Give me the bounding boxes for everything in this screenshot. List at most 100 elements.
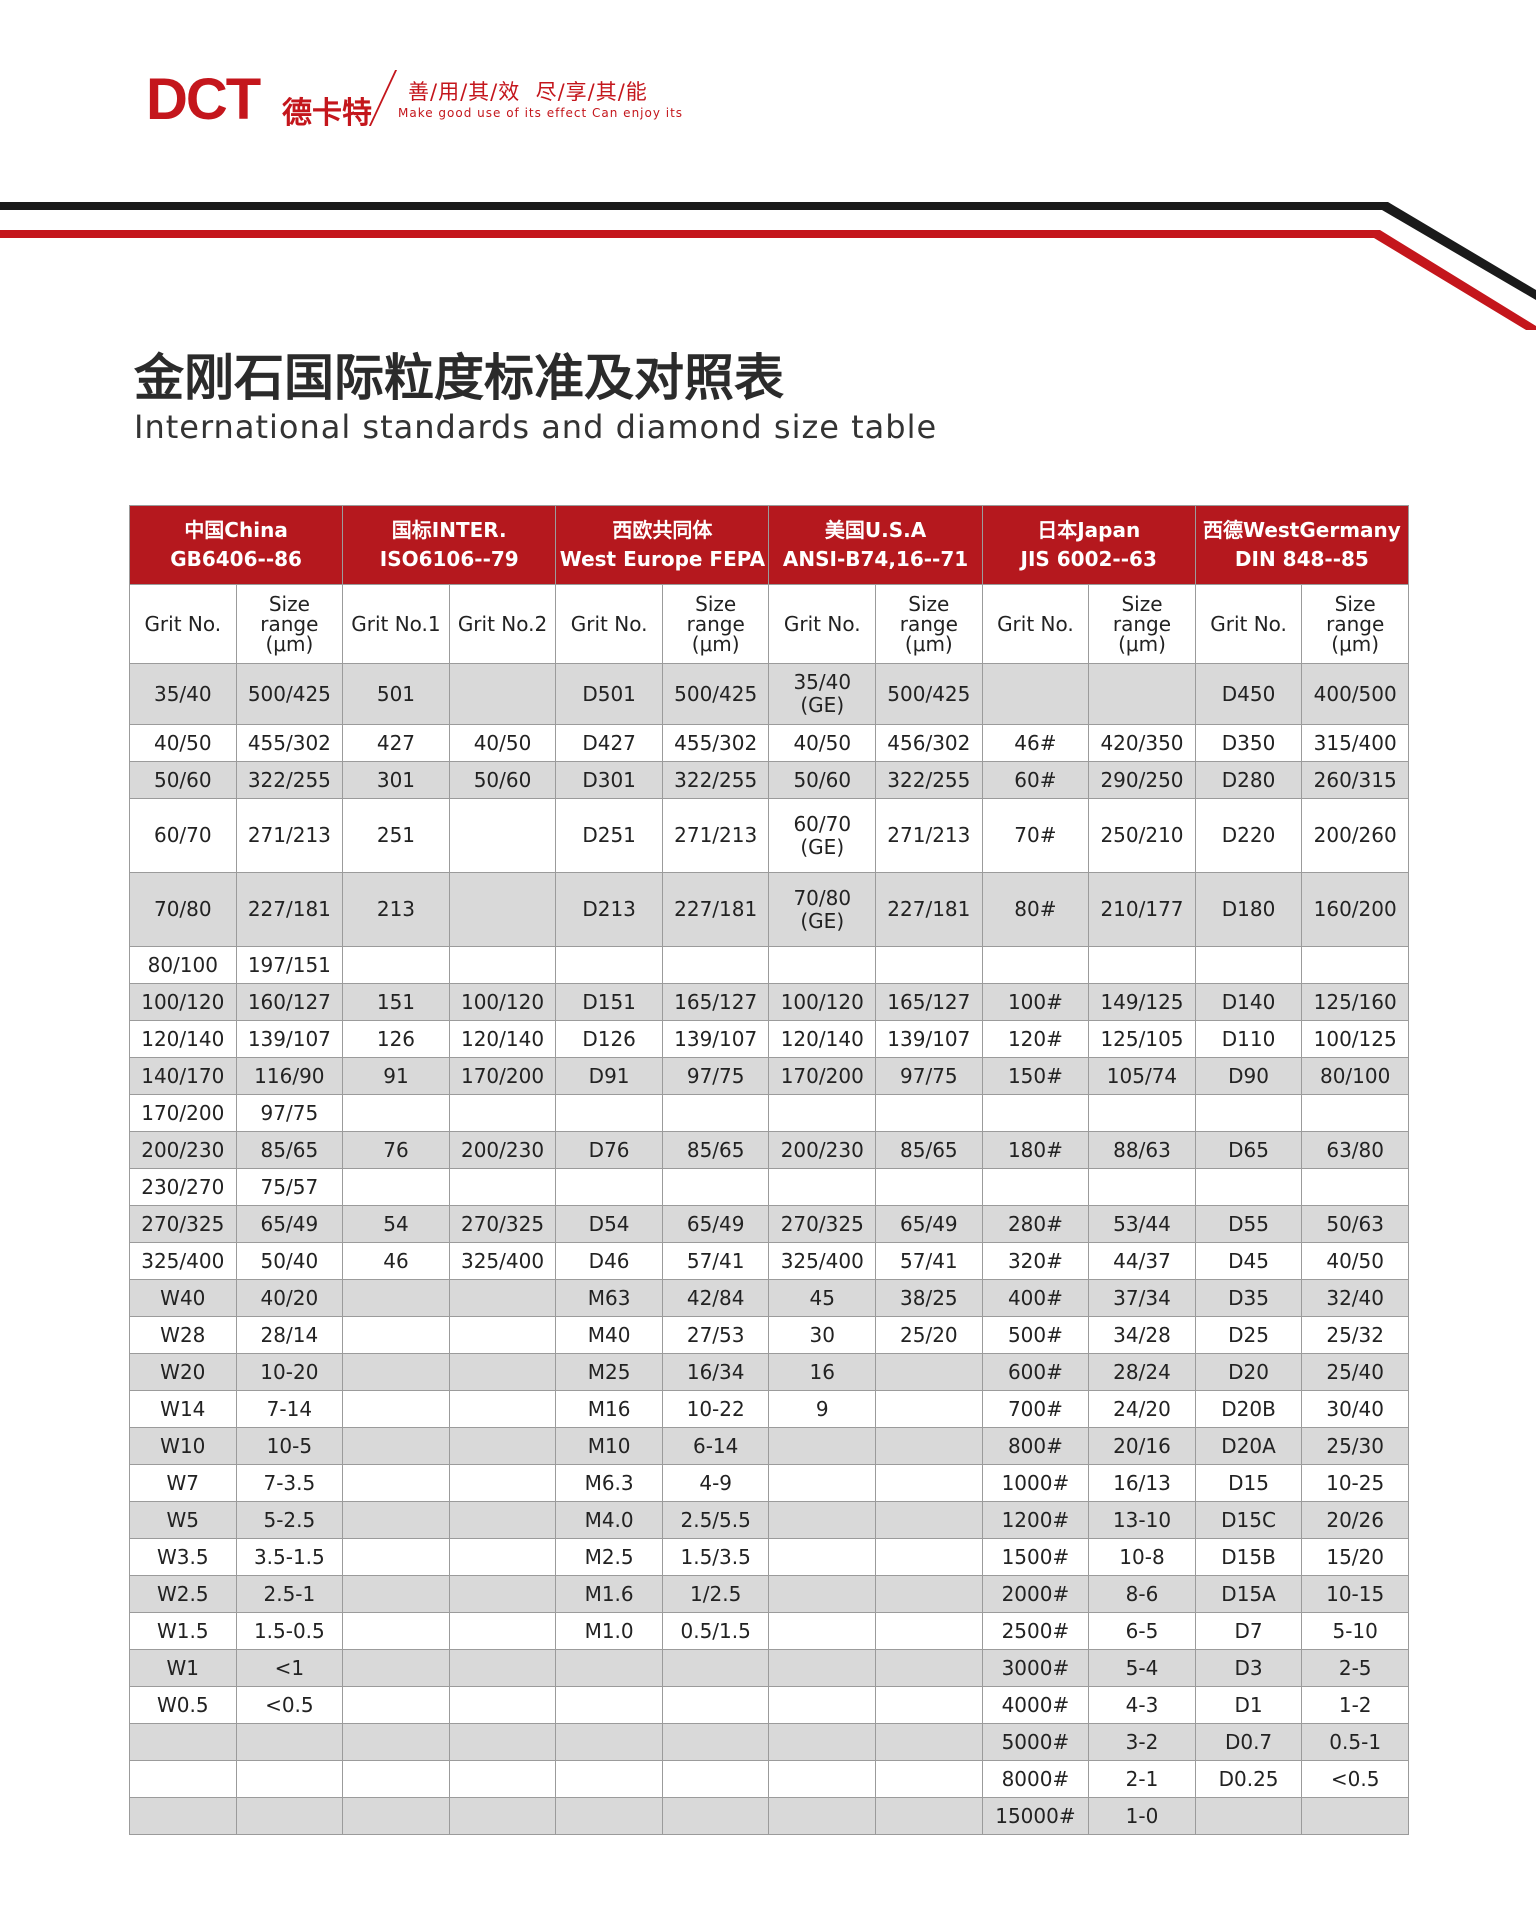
cell [768, 1649, 877, 1687]
cell [448, 1390, 557, 1428]
cell: M1.0 [555, 1612, 663, 1650]
cell: 9 [768, 1390, 877, 1428]
group-header: 国标INTER. ISO6106--79 [342, 505, 557, 585]
cell: D3 [1194, 1649, 1303, 1687]
subheader-row: Grit No. Size range (μm) Grit No.1 Grit No.… [129, 584, 1409, 664]
cell: D7 [1194, 1612, 1303, 1650]
cell: D0.25 [1194, 1760, 1303, 1798]
cell: 70/80 [129, 872, 237, 947]
cell: 315/400 [1301, 724, 1409, 762]
cell: 16/34 [661, 1353, 770, 1391]
cell: D90 [1194, 1057, 1303, 1095]
group-name: 美国U.S.A [824, 518, 927, 542]
cell: D25 [1194, 1316, 1303, 1354]
cell [448, 1723, 557, 1761]
cell: 54 [342, 1205, 450, 1243]
cell: 2-5 [1301, 1649, 1409, 1687]
cell [875, 1686, 983, 1724]
cell [555, 1723, 663, 1761]
cell: 4000# [981, 1686, 1090, 1724]
cell: 10-8 [1088, 1538, 1196, 1576]
cell: 170/200 [448, 1057, 557, 1095]
group-standard: West Europe FEPA [559, 547, 766, 571]
cell: 260/315 [1301, 761, 1409, 799]
cell: 120/140 [448, 1020, 557, 1058]
cell: 105/74 [1088, 1057, 1196, 1095]
brand: 德卡特 [282, 96, 372, 131]
cell: 2.5-1 [235, 1575, 344, 1613]
cell: 28/24 [1088, 1353, 1196, 1391]
cell: 88/63 [1088, 1131, 1196, 1169]
cell: 5-4 [1088, 1649, 1196, 1687]
cell [661, 1686, 770, 1724]
cell: 80/100 [1301, 1057, 1409, 1095]
cell: 97/75 [661, 1057, 770, 1095]
cell [448, 663, 557, 725]
cell: W7 [129, 1464, 237, 1502]
cell [768, 1760, 877, 1798]
table-row: 170/200 97/75 [129, 1094, 1409, 1132]
cell: 116/90 [235, 1057, 344, 1095]
table-row: 100/120 160/127 151 100/120 D151 165/127 100/1… [129, 983, 1409, 1021]
cell: 60/70 (GE) [768, 798, 877, 873]
cell [768, 1797, 877, 1835]
cell [555, 1797, 663, 1835]
group-name: 国标INTER. [391, 518, 507, 542]
cell [448, 946, 557, 984]
table-row: W0.5 <0.5 4000# 4-3 D1 1-2 [129, 1686, 1409, 1724]
cell [448, 1538, 557, 1576]
cell: 271/213 [661, 798, 770, 873]
cell: M1.6 [555, 1575, 663, 1613]
cell: 270/325 [768, 1205, 877, 1243]
table-row: 50/60 322/255 301 50/60 D301 322/255 50/60 322/… [129, 761, 1409, 799]
cell: 45 [768, 1279, 877, 1317]
cell [342, 1094, 450, 1132]
cell: D46 [555, 1242, 663, 1280]
cell: M25 [555, 1353, 663, 1391]
group-header: 中国China GB6406--86 [128, 505, 344, 585]
cell [768, 1612, 877, 1650]
cell: D427 [555, 724, 663, 762]
cell: D35 [1194, 1279, 1303, 1317]
table-row: W14 7-14 M16 10-22 9 700# 24/20 D20B 30/40 [129, 1390, 1409, 1428]
group-row: 中国China GB6406--86 国标INTER. ISO6106--79 西欧共同… [128, 505, 1410, 585]
cell: D0.7 [1194, 1723, 1303, 1761]
cell: D126 [555, 1020, 663, 1058]
cell [235, 1723, 344, 1761]
cell [448, 1760, 557, 1798]
cell [875, 1501, 983, 1539]
table-row: W1.5 1.5-0.5 M1.0 0.5/1.5 2500# 6-5 D7 5-10 [129, 1612, 1409, 1650]
slogan-en: Make good use of its effect Can enjoy it… [398, 106, 684, 120]
cell: 500/425 [661, 663, 770, 725]
cell: D15B [1194, 1538, 1303, 1576]
cell [1194, 1168, 1303, 1206]
subheader: Size range (μm) [661, 584, 770, 664]
cell: 5-10 [1301, 1612, 1409, 1650]
cell [1088, 1168, 1196, 1206]
cell: D15C [1194, 1501, 1303, 1539]
cell: 27/53 [661, 1316, 770, 1354]
cell: 40/50 [129, 724, 237, 762]
cell: D213 [555, 872, 663, 947]
cell: 10-22 [661, 1390, 770, 1428]
cell: 65/49 [875, 1205, 983, 1243]
cell: 50/40 [235, 1242, 344, 1280]
cell: D280 [1194, 761, 1303, 799]
subheader: Grit No.1 [342, 584, 450, 664]
cell: D20A [1194, 1427, 1303, 1465]
cell: M16 [555, 1390, 663, 1428]
cell [1194, 946, 1303, 984]
cell: 20/16 [1088, 1427, 1196, 1465]
cell [875, 1168, 983, 1206]
cell: D220 [1194, 798, 1303, 873]
cell: 200/230 [768, 1131, 877, 1169]
table-row: 270/325 65/49 54 270/325 D54 65/49 270/325 65/4… [129, 1205, 1409, 1243]
subheader: Grit No. [981, 584, 1090, 664]
cell: 15000# [981, 1797, 1090, 1835]
cell: D151 [555, 983, 663, 1021]
cell: 60/70 [129, 798, 237, 873]
cell [129, 1723, 237, 1761]
cell [1194, 1094, 1303, 1132]
cell [875, 1760, 983, 1798]
slogan: 善/用/其/效 尽/享/其/能 [408, 80, 648, 104]
